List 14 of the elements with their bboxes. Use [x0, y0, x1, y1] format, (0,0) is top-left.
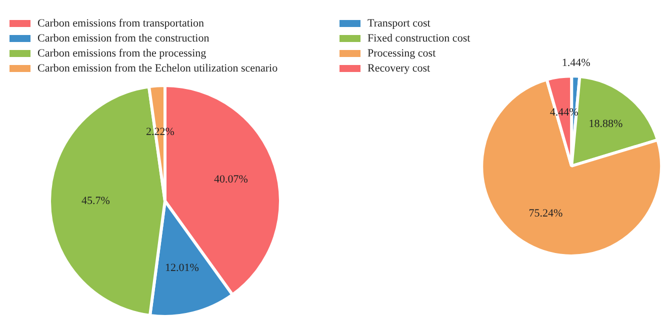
data-label: 12.01% — [164, 262, 199, 274]
legend-label: Carbon emission from the construction — [38, 32, 210, 44]
legend-label: Carbon emissions from the processing — [38, 47, 207, 60]
legend-label: Fixed construction cost — [368, 32, 470, 44]
legend-label: Processing cost — [368, 47, 436, 60]
legend-label: Carbon emission from the Echelon utilization scenario — [38, 62, 278, 74]
data-label: 45.7% — [81, 195, 110, 208]
data-label: 40.07% — [214, 174, 248, 186]
data-label: 75.24% — [528, 207, 563, 220]
data-label: 1.44% — [562, 57, 590, 70]
legend-label: Recovery cost — [368, 62, 430, 74]
legend-label: Carbon emissions from transportation — [38, 17, 205, 30]
legend-label: Transport cost — [368, 17, 430, 30]
data-label: 18.88% — [588, 118, 623, 130]
